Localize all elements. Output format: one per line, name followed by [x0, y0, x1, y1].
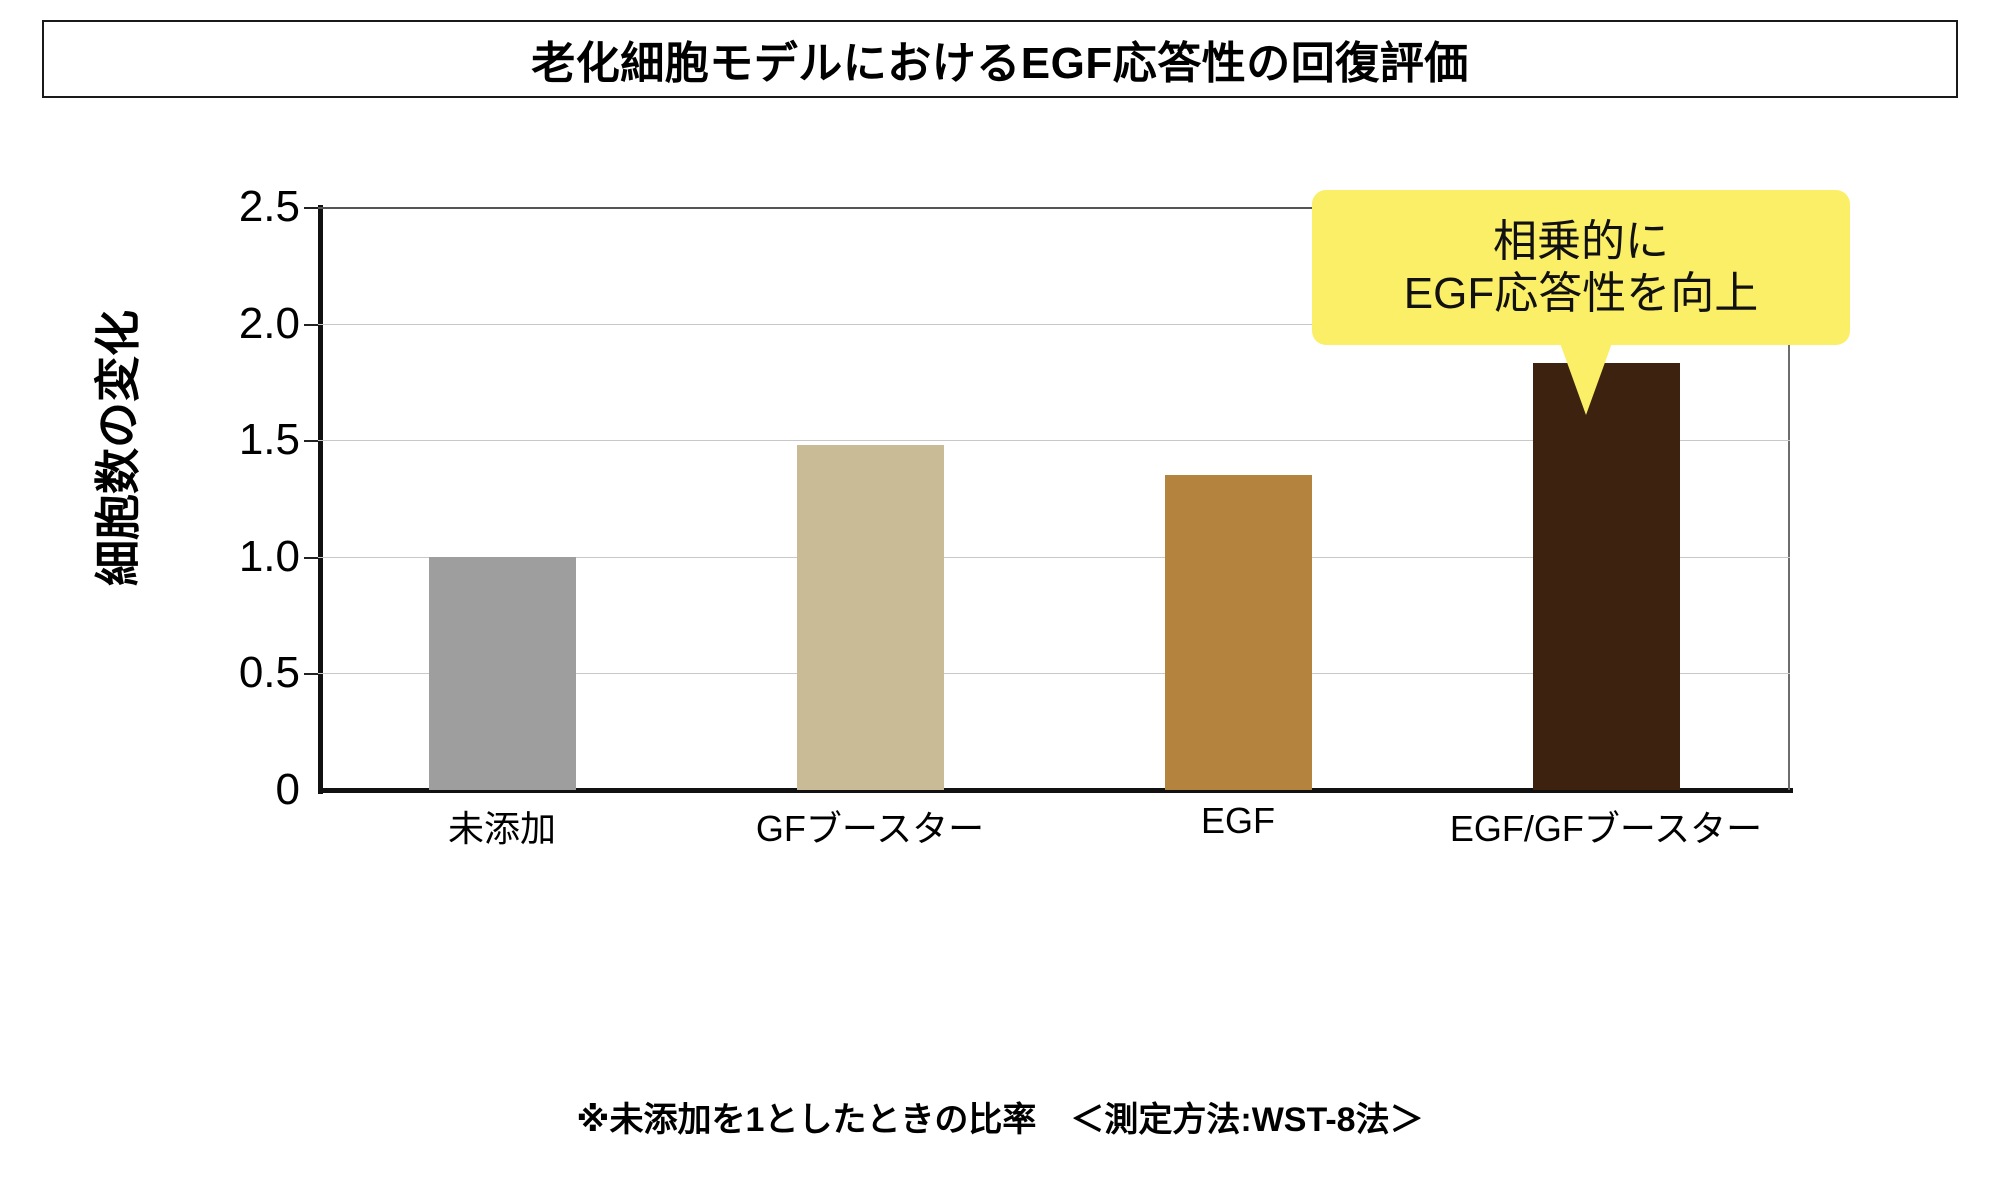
x-tick-label: EGF/GFブースター: [1449, 808, 1763, 849]
y-tick-label: 0: [275, 765, 300, 814]
y-tick-label: 2.0: [238, 298, 300, 348]
gridline: [318, 440, 1790, 442]
y-tick-mark: [304, 673, 318, 676]
bar: [1164, 475, 1312, 790]
plot-area: [304, 207, 1790, 790]
page-title: 老化細胞モデルにおけるEGF応答性の回復評価: [531, 39, 1469, 88]
title-banner: 老化細胞モデルにおけるEGF応答性の回復評価: [42, 20, 1958, 98]
gridline: [318, 207, 1790, 209]
y-tick-mark: [304, 323, 318, 326]
plot-right-edge: [1788, 207, 1790, 790]
annotation-callout: 相乗的に EGF応答性を向上: [1312, 190, 1850, 345]
callout-tail-icon: [1560, 343, 1612, 415]
footnote: ※未添加を1としたときの比率 ＜測定方法:WST-8法＞: [576, 1101, 1424, 1139]
bar: [1532, 363, 1680, 790]
y-tick-label: 2.5: [238, 182, 300, 231]
x-tick-label: EGF: [1200, 800, 1276, 841]
callout-line-2: EGF応答性を向上: [1403, 268, 1759, 318]
bar: [428, 556, 576, 790]
y-tick-mark: [304, 440, 318, 443]
y-axis-line: [318, 205, 323, 794]
x-axis-line: [318, 788, 1793, 793]
x-tick-label: 未添加: [447, 808, 557, 849]
y-axis-title: 細胞数の変化: [92, 310, 144, 586]
y-tick-label: 1.0: [238, 531, 300, 581]
y-tick-label: 1.5: [238, 415, 300, 465]
callout-line-1: 相乗的に: [1493, 216, 1669, 266]
y-tick-mark: [304, 556, 318, 559]
bar: [796, 444, 944, 790]
gridline: [318, 673, 1790, 675]
gridline: [318, 556, 1790, 558]
gridline: [318, 323, 1790, 325]
y-tick-mark: [304, 207, 318, 209]
y-tick-label: 0.5: [238, 648, 300, 698]
x-tick-label: GFブースター: [755, 808, 985, 849]
